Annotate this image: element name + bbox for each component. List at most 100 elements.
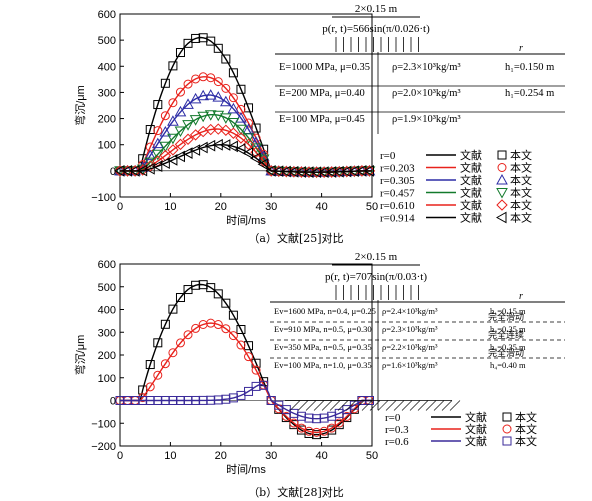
legend-line-label: 文献 xyxy=(460,211,482,225)
legend-marker xyxy=(502,424,512,434)
layer-density: ρ=2.3×10³kg/m³ xyxy=(392,62,461,73)
legend-marker xyxy=(497,150,507,160)
legend-line-label: 文献 xyxy=(460,161,482,175)
series-marker xyxy=(235,132,247,144)
ground-hatch xyxy=(409,400,421,411)
series-marker xyxy=(144,162,155,175)
series-marker xyxy=(175,48,185,58)
pavement-inset: 2×0.15 m p(r, t)=707sin(π/0.03·t) r Ev=1600… xyxy=(270,251,565,411)
series-marker xyxy=(197,141,208,154)
series-marker xyxy=(235,124,247,136)
series-marker xyxy=(228,331,238,341)
ground-hatch xyxy=(425,400,437,411)
y-axis-label: 弯沉/μm xyxy=(73,335,87,376)
series-marker xyxy=(212,123,224,135)
series-marker xyxy=(251,365,261,375)
legend: r=0 文献 本文r=0.3 文献 本文r=0.6 文献 本文 xyxy=(385,410,537,448)
ground-hatch xyxy=(305,400,317,411)
series-marker xyxy=(242,147,254,159)
legend-marker-label: 本文 xyxy=(510,186,532,200)
x-axis-label: 时间/ms xyxy=(226,463,266,476)
legend-series-name: r=0.6 xyxy=(385,436,409,448)
series-marker xyxy=(114,165,126,177)
series-marker xyxy=(153,338,163,348)
interface-label: 完全连续 xyxy=(488,329,524,340)
layer-thickness: h₃=0.35 m xyxy=(490,342,526,352)
series-marker xyxy=(219,95,232,107)
x-tick-label: 50 xyxy=(366,201,378,213)
ground-hatch xyxy=(353,400,365,411)
series-marker xyxy=(121,165,133,177)
series-marker xyxy=(159,141,172,153)
ground-hatch xyxy=(393,400,405,411)
series-marker xyxy=(257,158,269,171)
y-tick-label: 300 xyxy=(98,87,116,99)
series-line xyxy=(120,383,372,420)
legend-marker-label: 本文 xyxy=(515,410,537,424)
r-axis-label: r xyxy=(519,291,523,302)
layer-density: ρ=1.6×10³kg/m³ xyxy=(382,360,438,370)
interface-label: 完全滑动 xyxy=(488,347,524,358)
legend-marker xyxy=(502,412,512,422)
plot-frame xyxy=(119,263,373,447)
series-marker xyxy=(168,348,178,358)
x-tick-label: 30 xyxy=(265,201,277,213)
y-tick-label: −100 xyxy=(91,192,116,204)
ground-hatch xyxy=(385,400,397,411)
ground-hatch xyxy=(361,400,373,411)
series-marker xyxy=(244,386,254,396)
series-marker xyxy=(250,143,262,154)
ground-hatch xyxy=(377,400,389,411)
series-marker xyxy=(182,147,193,159)
layer-thickness: h₁=0.150 m xyxy=(505,62,554,73)
series-r=0.914 xyxy=(113,138,374,179)
series-marker xyxy=(183,330,193,340)
series-marker xyxy=(236,325,246,335)
ground-hatch xyxy=(369,400,381,411)
series-marker xyxy=(221,298,231,308)
series-marker xyxy=(113,165,125,177)
x-tick-label: 40 xyxy=(315,450,327,462)
x-tick-label: 40 xyxy=(315,201,327,213)
legend-series-name: r=0.203 xyxy=(380,163,415,175)
series-marker xyxy=(153,100,163,110)
x-tick-label: 50 xyxy=(366,450,378,462)
legend-line-label: 文献 xyxy=(460,148,482,162)
series-marker xyxy=(189,115,202,126)
series-marker xyxy=(228,68,238,78)
series-marker xyxy=(236,340,246,350)
x-tick-label: 10 xyxy=(164,201,176,213)
series-marker xyxy=(227,140,238,153)
legend-series-name: r=0 xyxy=(385,412,401,424)
legend-series-name: r=0.305 xyxy=(380,175,415,187)
r-axis-label: r xyxy=(519,43,523,54)
series-r=0 xyxy=(115,33,374,177)
layer-density: ρ=2.3×10³kg/m³ xyxy=(382,324,438,334)
series-marker xyxy=(296,423,306,433)
series-marker xyxy=(244,352,254,362)
layer-props: E=100 MPa, μ=0.45 xyxy=(279,114,365,125)
chart-b: 0 10 20 30 40 50 −200 −100 0 100 200 300 400 500 600 时间… xyxy=(73,251,565,476)
series-marker xyxy=(160,319,170,329)
y-tick-label: 100 xyxy=(98,373,116,385)
load-formula: p(r, t)=707sin(π/0.03·t) xyxy=(325,271,427,283)
series-marker xyxy=(189,129,202,141)
load-width-label: 2×0.15 m xyxy=(355,3,398,15)
series-marker xyxy=(266,396,276,405)
series-marker xyxy=(151,160,163,173)
legend-marker-label: 本文 xyxy=(515,422,537,436)
series-marker xyxy=(174,126,187,138)
series-marker xyxy=(206,36,216,46)
series-marker xyxy=(213,289,223,299)
series-marker xyxy=(212,138,223,151)
series-marker xyxy=(212,110,225,122)
series-marker xyxy=(204,110,217,121)
layer-props: Ev=100 MPa, n=1.0, μ=0.35 xyxy=(274,360,372,370)
legend-line-label: 文献 xyxy=(465,422,487,436)
ground-hatch xyxy=(329,400,341,411)
series-marker xyxy=(259,380,269,390)
legend-line-label: 文献 xyxy=(460,173,482,187)
ground-hatch xyxy=(289,400,301,411)
layer-density: ρ=2.4×10³kg/m³ xyxy=(382,306,438,316)
